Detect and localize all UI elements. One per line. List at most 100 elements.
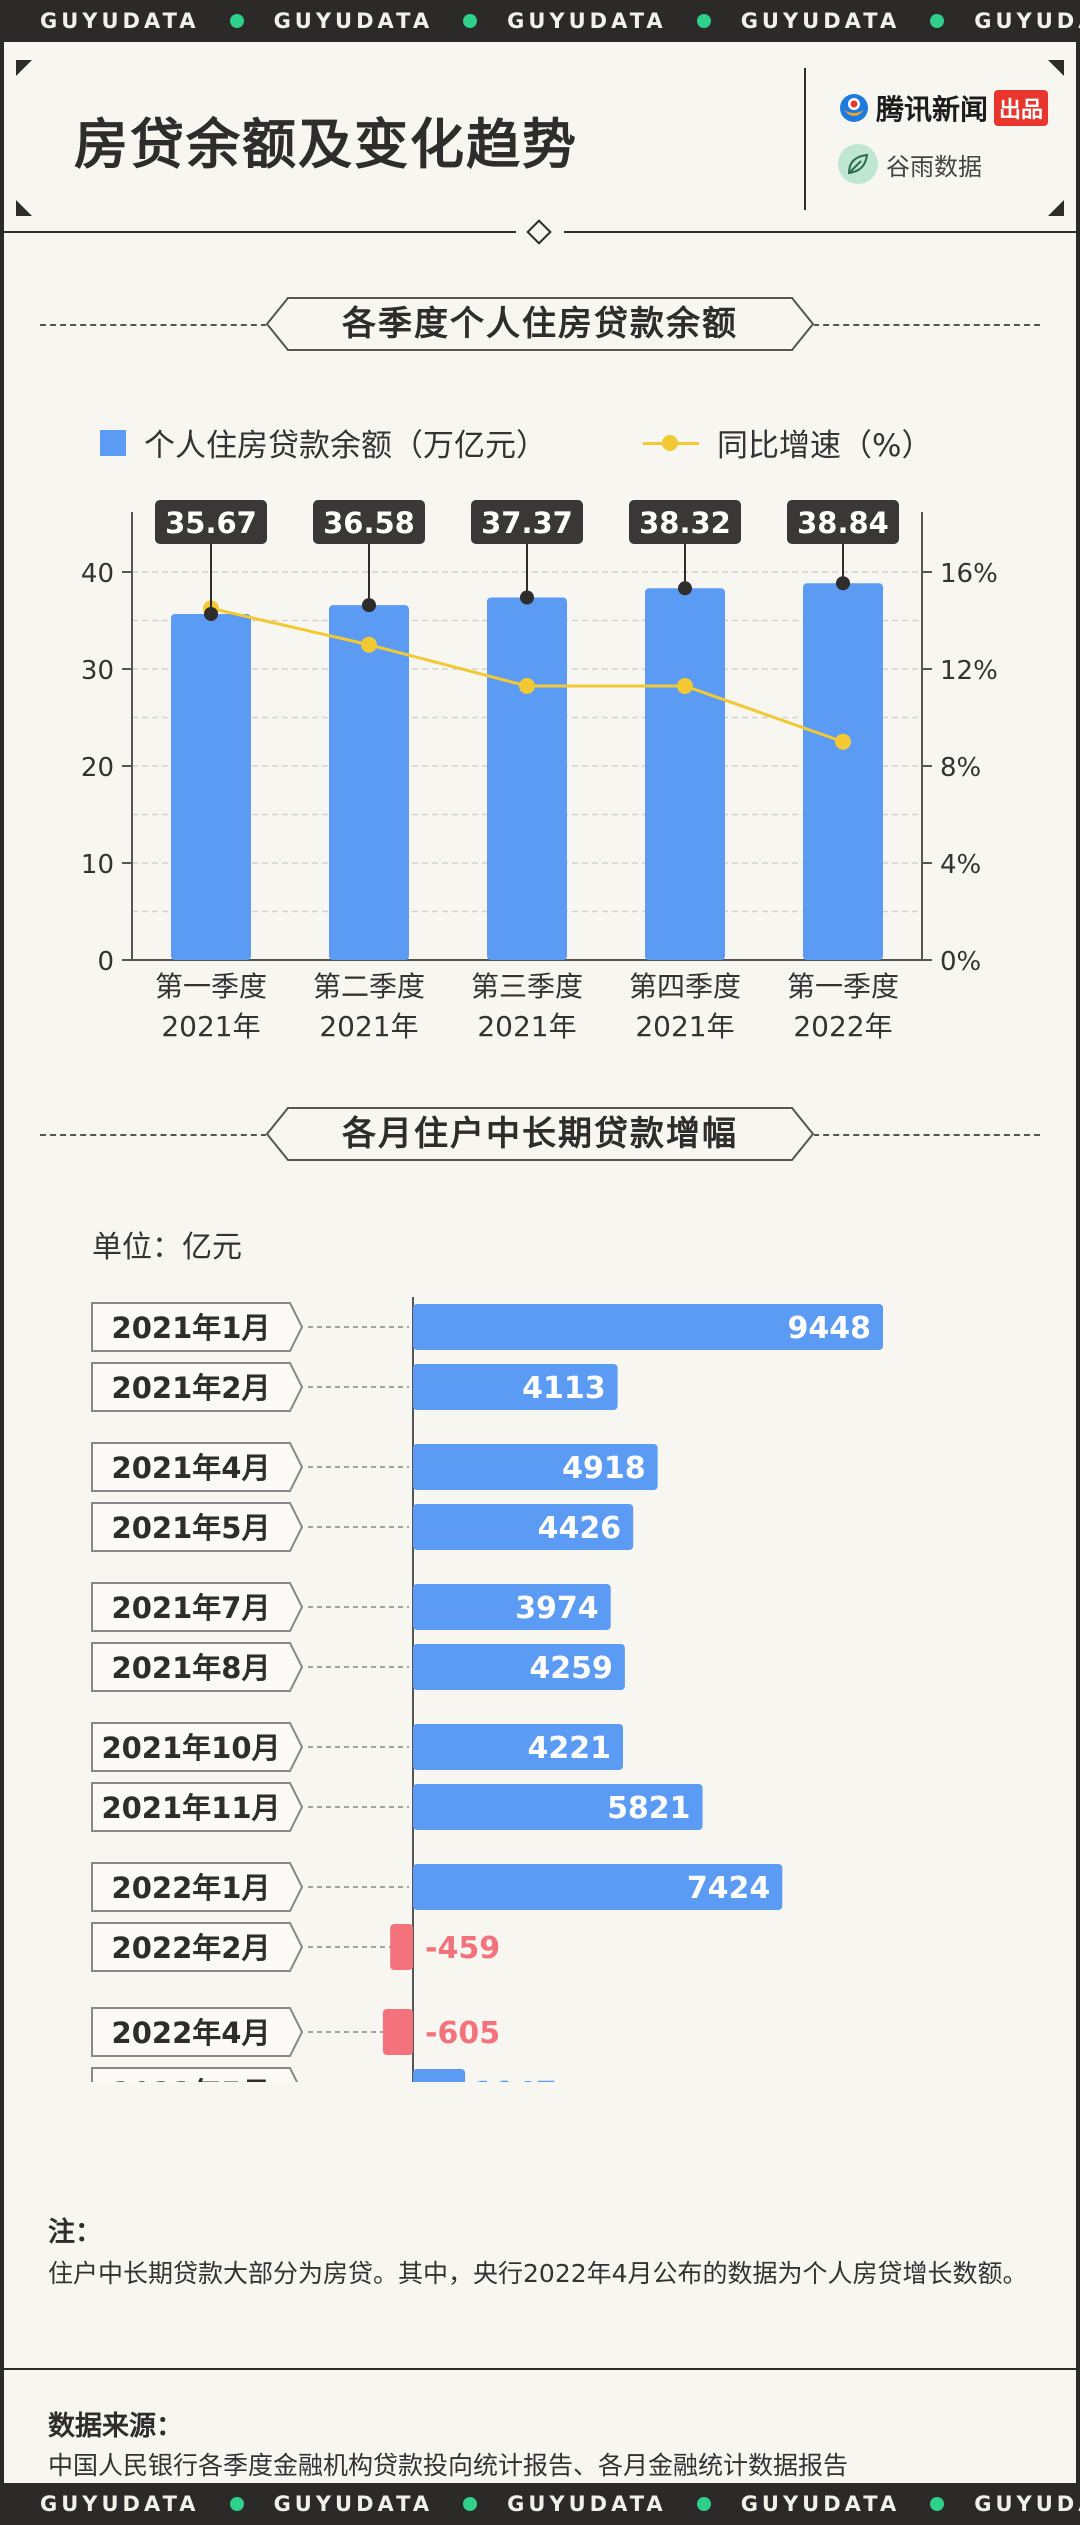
growth-point bbox=[835, 733, 851, 750]
header-divider bbox=[804, 68, 806, 210]
y-tick-label: 40 bbox=[81, 559, 114, 589]
category-label: 第一季度 bbox=[155, 970, 267, 1003]
row-label-tag bbox=[91, 1862, 304, 1912]
row-label: 2022年2月 bbox=[112, 1931, 271, 1965]
strip-dot-icon bbox=[930, 2497, 945, 2511]
category-label: 第四季度 bbox=[629, 970, 741, 1003]
strip-word: GUYUDATA bbox=[40, 9, 200, 33]
row-label-tag bbox=[91, 1502, 304, 1552]
header-bottom-rule-right bbox=[564, 231, 1076, 233]
balance-combo-chart: 0 10 20 30 40 0% 4% 8% 12% 16% 35.67 36.58 37.37 38.3… bbox=[81, 500, 998, 1042]
loan-bar-value: 7424 bbox=[687, 1871, 771, 1906]
loan-bar-negative bbox=[382, 2009, 413, 2055]
value-pin-dot bbox=[204, 607, 218, 622]
category-label: 2021年 bbox=[635, 1010, 734, 1042]
corner-bottom-left-icon bbox=[16, 200, 32, 216]
loan-bar-value: 4918 bbox=[562, 1451, 646, 1486]
bar bbox=[645, 588, 725, 960]
bar bbox=[803, 583, 883, 960]
loan-bar-value: -459 bbox=[425, 1931, 500, 1966]
strip-dot-icon bbox=[696, 2497, 711, 2511]
growth-point bbox=[519, 677, 535, 694]
row-label: 2021年11月 bbox=[101, 1791, 280, 1825]
y-tick-label: 0 bbox=[97, 947, 114, 977]
produced-badge: 出品 bbox=[994, 90, 1049, 126]
row-label: 2021年1月 bbox=[112, 1311, 271, 1345]
loan-bar-value: 4221 bbox=[527, 1731, 611, 1766]
infographic-card: 房贷余额及变化趋势 腾讯新闻 出品 谷雨数据 各季度个人住房贷款余额 bbox=[4, 42, 1076, 2483]
strip-word: GUYUDATA bbox=[740, 2492, 901, 2516]
source-separator bbox=[4, 2368, 1076, 2370]
corner-bottom-right-icon bbox=[1048, 200, 1064, 216]
row-label-tag bbox=[91, 1922, 304, 1972]
guyu-data-label: 谷雨数据 bbox=[886, 152, 982, 181]
loan-bar-value: 3974 bbox=[515, 1591, 599, 1626]
top-strip-inner: GUYUDATA GUYUDATA GUYUDATA GUYUDATA GUYUDATA bbox=[40, 0, 1080, 42]
legend-bar-swatch bbox=[100, 429, 126, 456]
row-label-tag bbox=[91, 1722, 304, 1772]
category-label: 2022年 bbox=[793, 1010, 892, 1042]
value-label: 38.84 bbox=[797, 506, 889, 540]
loan-bar-value: -605 bbox=[425, 2016, 500, 2051]
guyu-data-logo: 谷雨数据 bbox=[838, 144, 982, 184]
row-label: 2021年4月 bbox=[112, 1451, 271, 1485]
loan-bar-value: 4426 bbox=[538, 1511, 622, 1546]
loan-bar bbox=[413, 1784, 703, 1830]
strip-word: GUYUDATA bbox=[273, 2492, 434, 2516]
row-label-tag bbox=[91, 1582, 304, 1632]
loan-bar bbox=[413, 1364, 618, 1410]
loan-bar-value: 5821 bbox=[607, 1791, 691, 1826]
loan-bar bbox=[413, 1584, 611, 1630]
strip-word: GUYUDATA bbox=[40, 2492, 200, 2516]
loan-bar-negative bbox=[390, 1924, 413, 1970]
loan-bar bbox=[413, 1864, 783, 1910]
chart-legend: 个人住房贷款余额（万亿元） 同比增速（%） bbox=[100, 420, 932, 465]
row-label: 2021年2月 bbox=[112, 1371, 271, 1405]
strip-dot-icon bbox=[229, 2497, 244, 2511]
row-label-tag bbox=[91, 1782, 304, 1832]
row-label: 2022年1月 bbox=[112, 1871, 271, 1905]
page-title: 房贷余额及变化趋势 bbox=[74, 113, 578, 176]
y2-tick-label: 8% bbox=[940, 753, 981, 783]
tencent-news-logo: 腾讯新闻 出品 bbox=[838, 88, 1049, 128]
y2-tick-label: 12% bbox=[940, 656, 998, 686]
category-label: 第二季度 bbox=[313, 970, 425, 1003]
diamond-ornament-icon bbox=[526, 219, 552, 245]
strip-dot-icon bbox=[930, 14, 945, 28]
loan-bar bbox=[413, 2069, 466, 2082]
growth-point bbox=[677, 677, 693, 694]
loan-bar bbox=[413, 1724, 623, 1770]
y-tick-label: 20 bbox=[81, 753, 114, 783]
monthly-loan-hbar-chart: 2021年1月 9448 2021年2月 4113 2021年4月 4918 2021年5月… bbox=[91, 1297, 883, 2082]
section1-title: 各季度个人住房贷款余额 bbox=[342, 304, 738, 344]
bar bbox=[171, 614, 251, 960]
category-label: 2021年 bbox=[477, 1010, 576, 1042]
corner-top-left-icon bbox=[16, 60, 32, 76]
legend-bar-label: 个人住房贷款余额（万亿元） bbox=[144, 428, 547, 464]
y-tick-label: 30 bbox=[81, 656, 114, 686]
loan-bar bbox=[413, 1504, 634, 1550]
value-tag bbox=[155, 500, 267, 544]
top-strip: GUYUDATA GUYUDATA GUYUDATA GUYUDATA GUYUDATA bbox=[0, 0, 1080, 42]
section1-title-tag: 各季度个人住房贷款余额 bbox=[266, 297, 814, 351]
tencent-news-label: 腾讯新闻 bbox=[876, 93, 989, 126]
row-label: 2021年7月 bbox=[112, 1591, 271, 1625]
growth-point bbox=[361, 636, 377, 653]
value-tag bbox=[629, 500, 741, 544]
legend-line-swatch bbox=[643, 430, 699, 456]
row-label: 2021年10月 bbox=[101, 1731, 280, 1765]
category-label: 第一季度 bbox=[787, 970, 899, 1003]
strip-dot-icon bbox=[463, 14, 478, 28]
corner-top-right-icon bbox=[1048, 60, 1064, 76]
bar bbox=[329, 605, 409, 960]
value-pin-dot bbox=[520, 590, 534, 605]
section2-title: 各月住户中长期贷款增幅 bbox=[342, 1114, 738, 1154]
strip-dot-icon bbox=[696, 14, 711, 28]
strip-word: GUYUDATA bbox=[273, 9, 434, 33]
row-label: 2022年4月 bbox=[112, 2016, 271, 2050]
value-tag bbox=[313, 500, 425, 544]
value-label: 36.58 bbox=[323, 506, 415, 540]
tencent-news-icon bbox=[840, 94, 868, 122]
row-label-tag bbox=[91, 1362, 304, 1412]
